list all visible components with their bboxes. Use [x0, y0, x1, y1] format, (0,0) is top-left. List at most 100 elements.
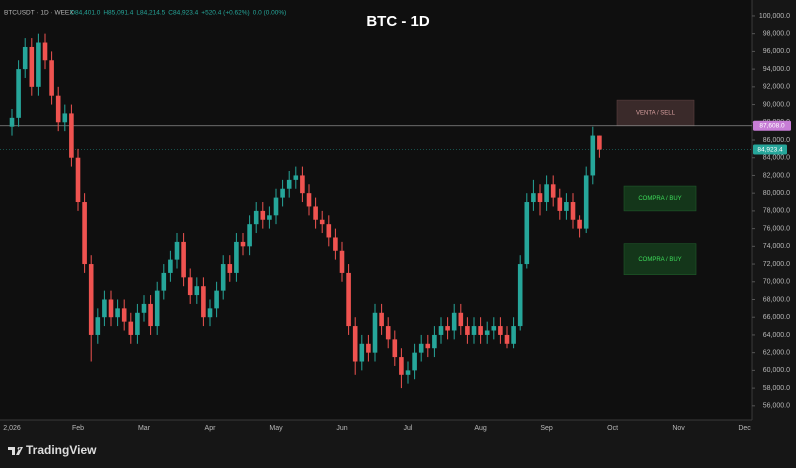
- candle-body: [36, 42, 41, 87]
- candle-body: [201, 286, 206, 318]
- zone: [623, 243, 697, 275]
- legend-value: 0.0 (0.00%): [253, 10, 287, 17]
- candle-body: [95, 317, 101, 335]
- candle-body: [484, 330, 490, 335]
- price-tag-label: 87,608.0: [759, 122, 785, 129]
- candle-body: [590, 135, 596, 176]
- x-tick-label: Aug: [474, 425, 487, 432]
- candle-body: [570, 202, 576, 220]
- candle-body: [346, 272, 351, 327]
- y-tick-label: 66,000.0: [763, 314, 790, 321]
- candle-body: [597, 135, 602, 150]
- candle-body: [161, 272, 167, 291]
- zone-label: COMPRA / BUY: [638, 196, 681, 202]
- candle-body: [174, 241, 180, 260]
- price-tag: [753, 120, 791, 131]
- candle-body: [220, 264, 226, 291]
- y-tick-label: 76,000.0: [763, 225, 790, 232]
- y-tick-label: 60,000.0: [763, 367, 790, 374]
- candle-body: [102, 299, 107, 318]
- candle-body: [267, 215, 272, 220]
- candle-body: [425, 343, 431, 349]
- candle-body: [194, 286, 200, 296]
- y-tick-label: 96,000.0: [763, 48, 790, 55]
- x-tick-label: Feb: [72, 425, 84, 432]
- candle-body: [537, 193, 543, 203]
- legend-value: L84,214.5: [136, 10, 165, 17]
- candle-body: [280, 188, 285, 198]
- x-tick-label: Dec: [738, 425, 751, 432]
- candle-body: [531, 193, 536, 203]
- candle-body: [399, 357, 404, 375]
- candle-body: [418, 343, 424, 353]
- y-tick-label: 90,000.0: [763, 101, 790, 108]
- y-tick-label: 70,000.0: [763, 279, 790, 286]
- candle-body: [478, 326, 483, 335]
- x-tick-label: 2,026: [3, 425, 21, 432]
- candle-body: [207, 308, 213, 318]
- candle-body: [16, 69, 21, 118]
- y-tick-label: 86,000.0: [763, 137, 790, 144]
- chart-title: BTC - 1D: [366, 13, 430, 30]
- y-tick-label: 72,000.0: [763, 261, 790, 268]
- x-tick-label: Oct: [607, 425, 618, 432]
- candle-body: [141, 303, 147, 313]
- zone-label: COMPRA / BUY: [638, 257, 681, 263]
- candle-body: [511, 326, 516, 344]
- candle-body: [286, 179, 292, 189]
- candle-body: [313, 206, 318, 220]
- candle-body: [115, 308, 120, 318]
- candles: [9, 33, 602, 389]
- zone-label: VENTA / SELL: [636, 111, 676, 117]
- candle-body: [359, 343, 365, 362]
- zone: [616, 99, 695, 127]
- candle-body: [168, 259, 173, 273]
- candle-body: [379, 312, 384, 327]
- candle-body: [154, 290, 160, 327]
- y-tick-label: 98,000.0: [763, 31, 790, 38]
- candle-body: [306, 193, 312, 207]
- candle-body: [504, 334, 510, 344]
- legend-value: H85,091.4: [103, 10, 133, 17]
- candle-body: [458, 312, 464, 327]
- x-tick-label: May: [269, 425, 283, 432]
- candle-body: [557, 197, 563, 211]
- y-tick-label: 80,000.0: [763, 190, 790, 197]
- candle-body: [293, 175, 299, 180]
- y-tick-label: 68,000.0: [763, 296, 790, 303]
- candle-body: [392, 339, 398, 358]
- candle-body: [69, 113, 74, 158]
- candle-body: [385, 326, 391, 340]
- candle-body: [240, 241, 246, 247]
- candle-body: [445, 326, 450, 331]
- footer-logo: [8, 447, 23, 455]
- candle-body: [366, 343, 371, 353]
- candle-body: [181, 241, 186, 278]
- y-tick-label: 82,000.0: [763, 172, 790, 179]
- candle-body: [326, 224, 332, 238]
- candle-body: [524, 202, 530, 265]
- candle-body: [49, 60, 54, 96]
- candle-body: [121, 308, 127, 322]
- candle-body: [187, 277, 193, 296]
- candle-body: [498, 326, 503, 335]
- legend-value: C84,923.4: [168, 10, 198, 17]
- candle-body: [372, 312, 378, 353]
- candle-body: [319, 219, 325, 225]
- candle-body: [550, 184, 556, 198]
- candle-body: [108, 299, 114, 318]
- candle-body: [148, 303, 153, 327]
- candle-body: [29, 46, 35, 87]
- candle-body: [300, 175, 305, 194]
- candle-body: [405, 370, 411, 375]
- legend-value: O84,401.0: [70, 10, 101, 17]
- price-tag-label: 84,923.4: [757, 146, 783, 153]
- candle-body: [227, 264, 233, 273]
- candle-body: [135, 312, 140, 335]
- y-tick-label: 84,000.0: [763, 155, 790, 162]
- candle-body: [352, 326, 358, 362]
- candle-body: [234, 241, 239, 273]
- candle-body: [75, 157, 81, 203]
